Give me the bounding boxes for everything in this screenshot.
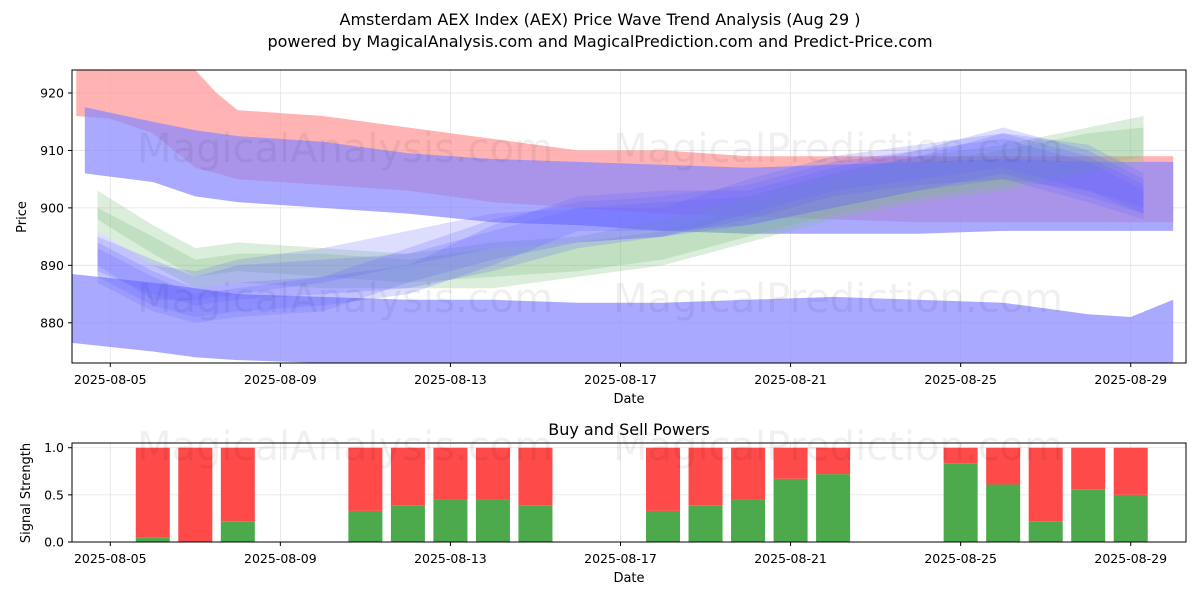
price-plot-frame bbox=[71, 69, 1187, 364]
sell-bar bbox=[731, 447, 766, 500]
sell-bar bbox=[773, 447, 808, 479]
price-x-tick-label: 2025-08-25 bbox=[924, 372, 997, 387]
buy-bar bbox=[1113, 494, 1148, 542]
signal-x-ticks: 2025-08-05 2025-08-09 2025-08-13 2025-08-17… bbox=[74, 542, 1167, 566]
buy-bar bbox=[1071, 489, 1106, 542]
signal-x-tick-label: 2025-08-21 bbox=[754, 551, 827, 566]
price-x-tick-label: 2025-08-09 bbox=[244, 372, 317, 387]
buy-bar bbox=[1028, 521, 1063, 542]
sell-bar bbox=[1028, 447, 1063, 522]
price-x-tick-label: 2025-08-17 bbox=[584, 372, 657, 387]
price-x-tick-label: 2025-08-13 bbox=[414, 372, 487, 387]
buy-bar bbox=[773, 478, 808, 542]
price-y-axis-label: Price bbox=[15, 201, 30, 233]
buy-bar bbox=[220, 521, 255, 542]
signal-y-tick-label: 1.0 bbox=[44, 440, 64, 455]
buy-bar bbox=[943, 463, 978, 542]
signal-plot-frame bbox=[71, 442, 1187, 543]
watermark-left: MagicalAnalysis.com bbox=[137, 126, 553, 172]
watermark-right: MagicalPrediction.com bbox=[613, 126, 1063, 172]
signal-y-axis-label: Signal Strength bbox=[19, 443, 34, 543]
signal-x-tick-label: 2025-08-29 bbox=[1094, 551, 1167, 566]
buy-bar bbox=[646, 510, 681, 542]
sell-bar bbox=[1113, 447, 1148, 495]
buy-bar bbox=[816, 474, 851, 542]
price-band-mid bbox=[84, 107, 1174, 234]
price-x-ticks: 2025-08-05 2025-08-09 2025-08-13 2025-08-17… bbox=[74, 363, 1167, 387]
signal-x-tick-label: 2025-08-05 bbox=[74, 551, 147, 566]
signal-bars bbox=[135, 447, 1148, 542]
chart-title-line1: Amsterdam AEX Index (AEX) Price Wave Tre… bbox=[340, 10, 861, 29]
price-x-tick-label: 2025-08-29 bbox=[1094, 372, 1167, 387]
buy-bar bbox=[475, 499, 510, 542]
sell-bar bbox=[433, 447, 468, 500]
sell-bar bbox=[646, 447, 681, 511]
signal-y-tick-label: 0.0 bbox=[44, 535, 64, 550]
sell-bar bbox=[1071, 447, 1106, 490]
sell-bar bbox=[943, 447, 978, 464]
price-y-tick-label: 920 bbox=[40, 85, 64, 100]
sell-bar bbox=[816, 447, 851, 475]
sell-bar bbox=[518, 447, 553, 506]
price-waves bbox=[97, 116, 1144, 323]
price-wave-green bbox=[97, 116, 1144, 283]
signal-y-tick-label: 0.5 bbox=[44, 487, 64, 502]
watermark-left-2: MagicalAnalysis.com bbox=[137, 276, 553, 322]
sell-bar bbox=[348, 447, 383, 511]
watermark-right-2: MagicalPrediction.com bbox=[613, 276, 1063, 322]
signal-x-tick-label: 2025-08-25 bbox=[924, 551, 997, 566]
signal-x-axis-label: Date bbox=[613, 571, 644, 586]
signal-x-tick-label: 2025-08-17 bbox=[584, 551, 657, 566]
price-y-tick-label: 890 bbox=[40, 258, 64, 273]
signal-y-ticks: 0.0 0.5 1.0 bbox=[44, 440, 72, 550]
signal-x-tick-label: 2025-08-09 bbox=[244, 551, 317, 566]
price-x-axis-label: Date bbox=[613, 392, 644, 407]
buy-bar bbox=[433, 499, 468, 542]
buy-sell-title: Buy and Sell Powers bbox=[548, 420, 710, 439]
sell-bar bbox=[220, 447, 255, 522]
watermark-right-3: MagicalPrediction.com bbox=[613, 424, 1063, 470]
signal-x-tick-label: 2025-08-13 bbox=[414, 551, 487, 566]
price-x-tick-label: 2025-08-05 bbox=[74, 372, 147, 387]
buy-bar bbox=[135, 537, 170, 542]
buy-bar bbox=[518, 505, 553, 542]
sell-bar bbox=[178, 447, 213, 542]
sell-bar bbox=[986, 447, 1021, 485]
price-y-ticks: 880 890 900 910 920 bbox=[40, 85, 72, 330]
price-wave-green bbox=[97, 127, 1144, 289]
sell-bar bbox=[135, 447, 170, 538]
price-band-lower bbox=[72, 274, 1174, 363]
price-bands bbox=[72, 70, 1174, 363]
buy-bar bbox=[390, 505, 425, 542]
price-wave-chart: MagicalAnalysis.com MagicalPrediction.co… bbox=[15, 69, 1187, 407]
price-wave-blue bbox=[97, 133, 1144, 306]
price-y-tick-label: 880 bbox=[40, 315, 64, 330]
price-wave-blue bbox=[97, 138, 1144, 323]
price-x-tick-label: 2025-08-21 bbox=[754, 372, 827, 387]
price-y-tick-label: 910 bbox=[40, 143, 64, 158]
buy-bar bbox=[348, 510, 383, 542]
buy-bar bbox=[688, 505, 723, 542]
price-wave-blue bbox=[97, 127, 1144, 317]
buy-bar bbox=[731, 499, 766, 542]
sell-bar bbox=[475, 447, 510, 500]
sell-bar bbox=[688, 447, 723, 506]
price-wave-blue bbox=[97, 133, 1144, 300]
price-y-tick-label: 900 bbox=[40, 200, 64, 215]
buy-bar bbox=[986, 484, 1021, 542]
chart-title-line2: powered by MagicalAnalysis.com and Magic… bbox=[267, 32, 932, 51]
sell-bar bbox=[390, 447, 425, 506]
buy-sell-chart: Buy and Sell Powers MagicalAnalysis.com … bbox=[19, 420, 1187, 586]
watermark-left-3: MagicalAnalysis.com bbox=[137, 424, 553, 470]
